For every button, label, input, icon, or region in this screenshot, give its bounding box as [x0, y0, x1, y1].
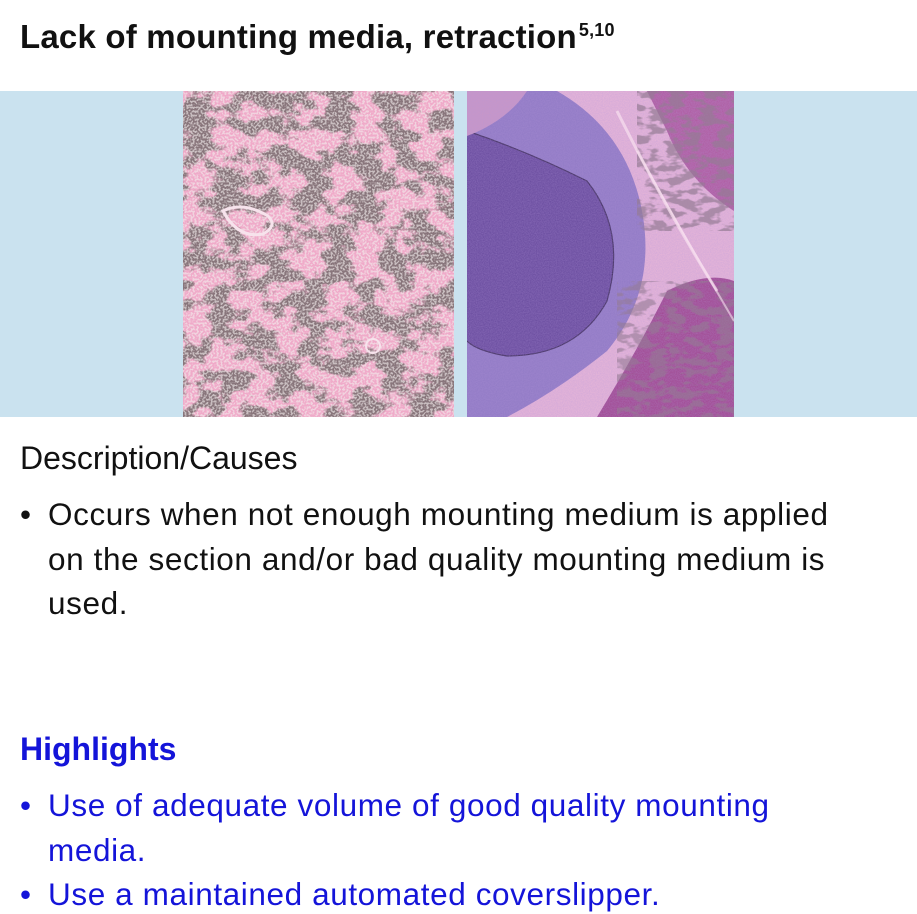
list-item: • Use a maintained automated coverslippe… [20, 872, 838, 914]
slide-title: Lack of mounting media, retraction 5,10 [20, 18, 615, 56]
highlight-item-text: Use of adequate volume of good quality m… [48, 787, 770, 868]
bullet-icon: • [20, 787, 32, 823]
reference-superscript: 5,10 [578, 20, 615, 40]
list-item: • Use of adequate volume of good quality… [20, 783, 838, 872]
micrograph-left-image [183, 91, 454, 417]
description-list: • Occurs when not enough mounting medium… [20, 492, 838, 626]
highlight-item-text: Use a maintained automated coverslipper. [48, 876, 661, 912]
description-heading: Description/Causes [20, 440, 298, 476]
image-band [0, 91, 917, 417]
bullet-icon: • [20, 876, 32, 912]
micrograph-right-image [467, 91, 734, 417]
description-item-text: Occurs when not enough mounting medium i… [48, 496, 829, 621]
slide-title-text: Lack of mounting media, retraction [20, 18, 577, 55]
list-item: • Occurs when not enough mounting medium… [20, 492, 838, 626]
bullet-icon: • [20, 496, 32, 532]
highlights-list: • Use of adequate volume of good quality… [20, 783, 838, 914]
highlights-heading: Highlights [20, 731, 177, 767]
